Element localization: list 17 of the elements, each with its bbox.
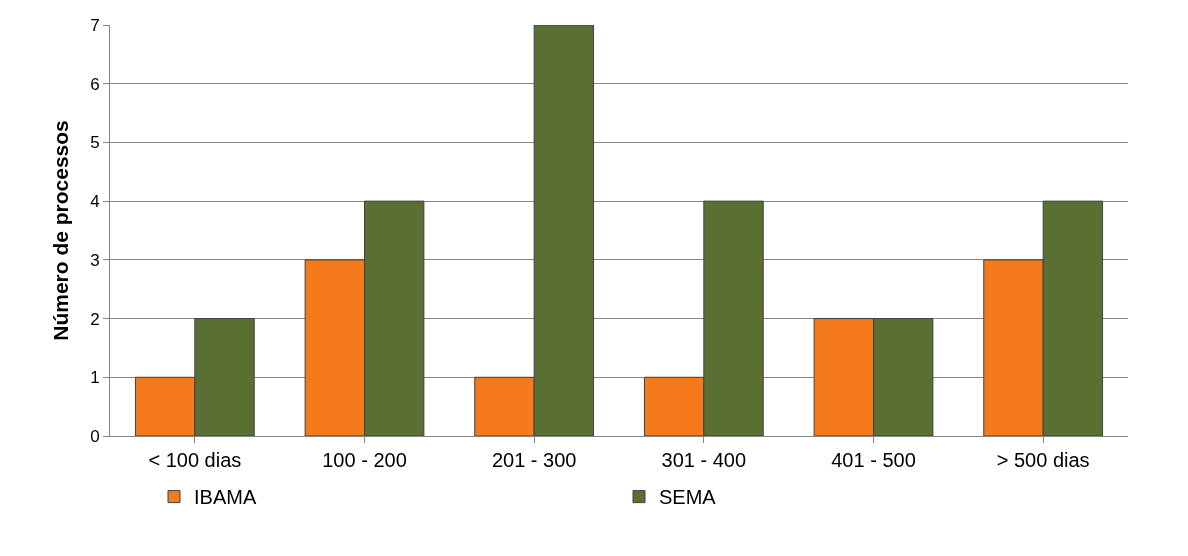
y-tick-label: 6 [90,74,100,94]
y-axis-title: Número de processos [49,120,73,341]
x-tick-label: 201 - 300 [491,449,577,471]
x-tick-label: > 500 dias [996,449,1090,471]
y-tick-label: 2 [90,309,100,329]
y-tick-label: 1 [90,368,100,388]
x-tick-label: < 100 dias [148,449,242,471]
x-tick-label: 301 - 400 [661,449,747,471]
y-tick-label: 0 [90,426,100,446]
legend-label: IBAMA [194,486,257,509]
x-tick-label: 401 - 500 [831,449,916,471]
x-tick-label: 100 - 200 [322,449,407,471]
y-tick-label: 3 [90,250,100,270]
legend-label: SEMA [659,486,717,509]
y-tick-label: 7 [90,15,100,35]
y-tick-label: 5 [90,133,100,153]
y-tick-label: 4 [90,192,100,212]
